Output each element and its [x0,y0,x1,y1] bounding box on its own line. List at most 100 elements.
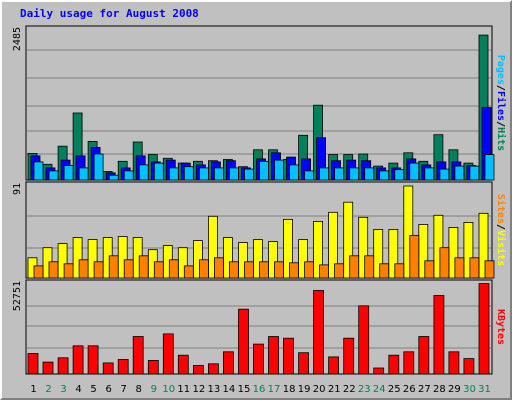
y-tick-label: 2485 [12,27,23,51]
sites-bar [274,261,284,279]
kbytes-bar [162,333,174,375]
sites-bar [409,235,420,279]
kbytes-bar [448,351,460,375]
kbytes-bar [117,359,129,375]
day-label: 24 [373,384,386,395]
sites-bar [123,259,134,279]
sites-bar [349,255,360,279]
pages-bar [168,167,179,181]
day-label: 23 [358,384,371,395]
kbytes-bar [27,353,39,375]
day-label: 22 [343,384,356,395]
day-label: 10 [162,384,175,395]
visits-bar [207,215,218,279]
pages-bar [379,170,390,181]
kbytes-bar [418,336,430,375]
pages-bar [439,168,450,181]
kbytes-bar [268,336,279,375]
day-label: 30 [463,384,476,395]
sites-bar [319,264,330,279]
day-label: 4 [75,384,81,395]
visits-bar [313,220,324,279]
visits-bar [388,229,399,279]
y-tick-label: 91 [12,183,23,195]
visits-bar [463,221,474,279]
sites-bar [394,263,405,279]
day-label: 21 [328,384,341,395]
day-label: 3 [60,384,66,395]
visits-bar [403,185,414,279]
day-label: 12 [193,384,206,395]
kbytes-bar [463,358,475,375]
kbytes-bar [253,343,264,375]
legend-kbytes: KBytes [495,309,506,345]
kbytes-bar [388,354,400,375]
sites-bar [454,257,465,279]
sites-bar [198,259,209,279]
sites-bar [244,261,254,279]
sites-bar [364,255,375,279]
day-label: 13 [208,384,221,395]
kbytes-bar [207,363,219,375]
day-label: 15 [238,384,251,395]
pages-bar [454,165,465,181]
legend-pages-files-hits: Pages/Files/Hits [495,55,507,151]
kbytes-bar [132,336,144,375]
pages-bar [349,167,360,181]
legend-sites-visits: Sites/Visits [495,194,507,266]
kbytes-bar [238,308,249,375]
sites-bar [153,261,164,279]
sites-bar [168,259,179,279]
kbytes-bar [283,337,294,375]
visits-bar [478,212,489,279]
visits-bar [87,239,98,279]
pages-bar [153,162,164,181]
pages-bar [123,170,134,181]
day-label: 11 [177,384,190,395]
sites-bar [213,257,224,279]
sites-bar [63,263,74,279]
day-label: 17 [268,384,281,395]
sites-bar [228,261,239,279]
day-label: 31 [478,384,491,395]
day-label: 28 [433,384,446,395]
pages-bar [48,170,59,181]
pages-bar [63,165,74,181]
visits-bar [373,229,384,279]
pages-bar [304,170,315,181]
pages-bar [259,160,269,181]
kbytes-bar [87,345,99,375]
visits-bar [343,201,354,279]
day-label: 20 [313,384,326,395]
pages-bar [93,153,104,181]
visits-bar [328,211,339,279]
pages-bar [364,167,375,181]
sites-bar [334,263,345,279]
kbytes-bar [358,305,370,375]
sites-bar [304,261,315,279]
kbytes-bar [72,345,84,375]
sites-bar [484,260,495,279]
pages-bar [424,167,435,181]
pages-bar [108,174,119,181]
visits-bar [268,241,278,279]
y-tick-label: 52751 [12,281,23,311]
chart-title: Daily usage for August 2008 [20,7,199,20]
sites-bar [469,257,480,279]
visits-bar [192,240,203,279]
pages-bar [289,164,299,181]
day-label: 27 [418,384,431,395]
pages-bar [469,165,480,181]
kbytes-bar [147,359,159,375]
sites-bar [108,255,119,279]
pages-bar [244,168,254,181]
sites-bar [93,261,104,279]
pages-bar [138,164,149,181]
pages-bar [213,167,224,181]
day-label: 6 [106,384,112,395]
visits-bar [433,214,444,279]
sites-bar [33,265,44,279]
sites-bar [78,259,89,279]
kbytes-bar [102,362,114,375]
